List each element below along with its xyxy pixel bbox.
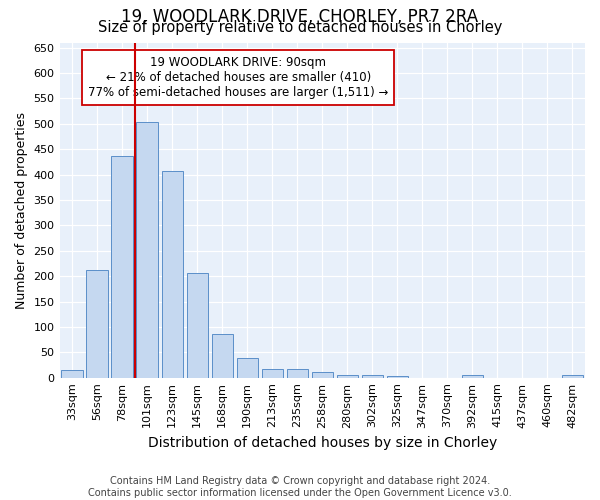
Text: Size of property relative to detached houses in Chorley: Size of property relative to detached ho… (98, 20, 502, 35)
Bar (187, 272, 208, 378)
Text: 19, WOODLARK DRIVE, CHORLEY, PR7 2RA: 19, WOODLARK DRIVE, CHORLEY, PR7 2RA (121, 8, 479, 26)
Bar (362, 375, 383, 378)
Bar (212, 334, 233, 378)
Bar (387, 376, 408, 378)
Bar (287, 369, 308, 378)
Text: Contains HM Land Registry data © Crown copyright and database right 2024.
Contai: Contains HM Land Registry data © Crown c… (88, 476, 512, 498)
Bar (112, 156, 133, 378)
Y-axis label: Number of detached properties: Number of detached properties (15, 112, 28, 308)
Bar (562, 374, 583, 378)
Bar (61, 370, 83, 378)
Bar (337, 375, 358, 378)
Bar (136, 122, 158, 378)
X-axis label: Distribution of detached houses by size in Chorley: Distribution of detached houses by size … (148, 436, 497, 450)
Bar (86, 270, 108, 378)
Bar (161, 171, 183, 378)
Bar (262, 369, 283, 378)
Text: 19 WOODLARK DRIVE: 90sqm
← 21% of detached houses are smaller (410)
77% of semi-: 19 WOODLARK DRIVE: 90sqm ← 21% of detach… (88, 56, 388, 99)
Bar (462, 374, 483, 378)
Bar (236, 358, 258, 378)
Bar (311, 372, 333, 378)
